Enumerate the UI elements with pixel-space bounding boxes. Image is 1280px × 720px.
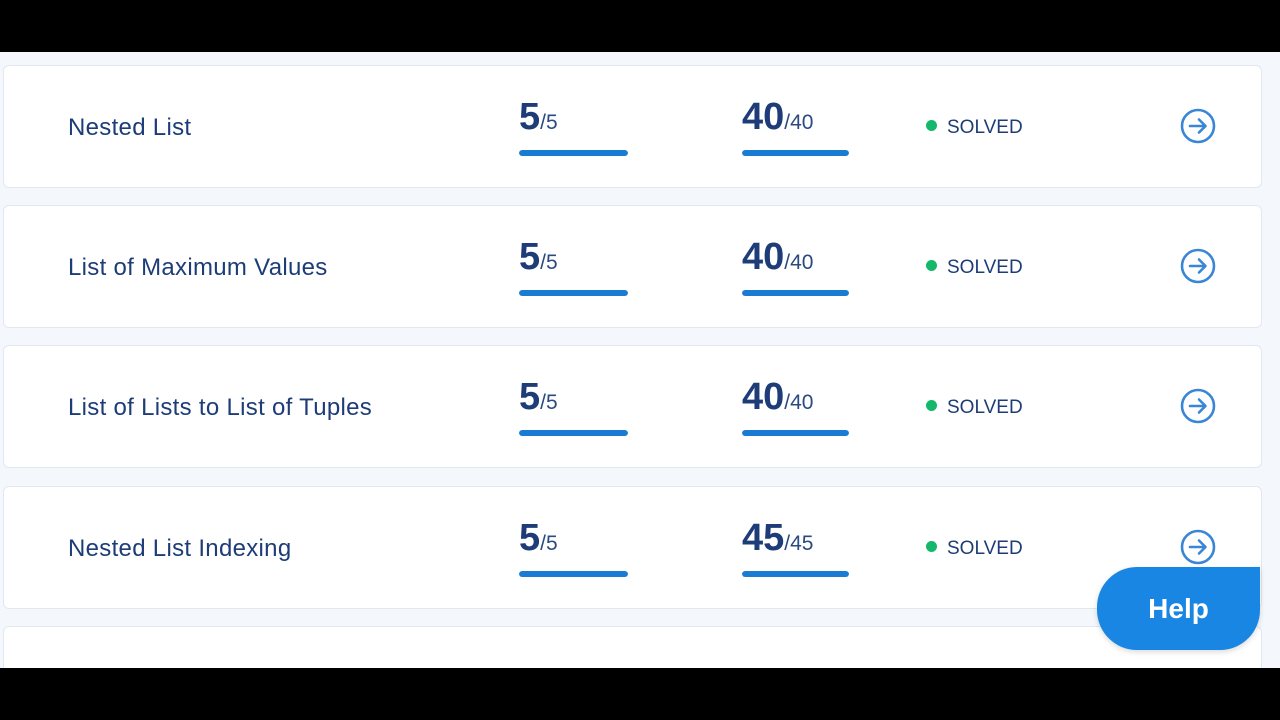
tests-passed: 5/5 bbox=[519, 376, 558, 419]
tests-progress-bar bbox=[519, 150, 628, 156]
problem-row-partial[interactable] bbox=[3, 626, 1262, 668]
progress-fill bbox=[742, 571, 849, 577]
score: 40/40 bbox=[742, 236, 813, 279]
score-progress-bar bbox=[742, 571, 849, 577]
status-label: SOLVED bbox=[947, 257, 1023, 278]
tests-progress-bar bbox=[519, 571, 628, 577]
status-dot-icon bbox=[926, 260, 937, 272]
score-total-value: /40 bbox=[784, 111, 814, 134]
tests-passed-value: 5 bbox=[519, 376, 541, 418]
problem-title: Nested List Indexing bbox=[68, 535, 292, 562]
tests-passed-value: 5 bbox=[519, 236, 541, 278]
progress-fill bbox=[742, 150, 849, 156]
status-dot-icon bbox=[926, 120, 937, 132]
arrow-right-circle-icon[interactable] bbox=[1180, 248, 1216, 284]
progress-fill bbox=[742, 290, 849, 296]
score-value: 40 bbox=[742, 376, 785, 418]
status-badge: SOLVED bbox=[926, 346, 1023, 469]
status-badge: SOLVED bbox=[926, 206, 1023, 329]
tests-passed-value: 5 bbox=[519, 96, 541, 138]
problem-row[interactable]: Nested List Indexing 5/5 45/45 SOLVED bbox=[3, 486, 1262, 609]
score-total-value: /40 bbox=[784, 391, 814, 414]
score-value: 40 bbox=[742, 96, 785, 138]
help-button[interactable]: Help bbox=[1097, 567, 1260, 650]
problem-title: List of Maximum Values bbox=[68, 254, 328, 281]
tests-progress-bar bbox=[519, 430, 628, 436]
progress-fill bbox=[519, 290, 628, 296]
score-total-value: /45 bbox=[784, 532, 814, 555]
tests-progress-bar bbox=[519, 290, 628, 296]
arrow-right-circle-icon[interactable] bbox=[1180, 529, 1216, 565]
status-label: SOLVED bbox=[947, 538, 1023, 559]
score-value: 40 bbox=[742, 236, 785, 278]
status-label: SOLVED bbox=[947, 397, 1023, 418]
problem-title: List of Lists to List of Tuples bbox=[68, 394, 373, 421]
progress-fill bbox=[519, 150, 628, 156]
score: 45/45 bbox=[742, 517, 813, 560]
score-total-value: /40 bbox=[784, 251, 814, 274]
problem-row[interactable]: List of Maximum Values 5/5 40/40 SOLVED bbox=[3, 205, 1262, 328]
score-progress-bar bbox=[742, 430, 849, 436]
tests-total-value: /5 bbox=[540, 391, 558, 414]
tests-passed: 5/5 bbox=[519, 517, 558, 560]
progress-fill bbox=[519, 430, 628, 436]
status-label: SOLVED bbox=[947, 117, 1023, 138]
tests-total-value: /5 bbox=[540, 251, 558, 274]
arrow-right-circle-icon[interactable] bbox=[1180, 108, 1216, 144]
problem-row[interactable]: Nested List 5/5 40/40 SOLVED bbox=[3, 65, 1262, 188]
problem-row[interactable]: List of Lists to List of Tuples 5/5 40/4… bbox=[3, 345, 1262, 468]
progress-fill bbox=[519, 571, 628, 577]
score-progress-bar bbox=[742, 150, 849, 156]
status-badge: SOLVED bbox=[926, 66, 1023, 189]
score: 40/40 bbox=[742, 96, 813, 139]
problem-title: Nested List bbox=[68, 114, 192, 141]
score-progress-bar bbox=[742, 290, 849, 296]
tests-total-value: /5 bbox=[540, 111, 558, 134]
tests-total-value: /5 bbox=[540, 532, 558, 555]
score: 40/40 bbox=[742, 376, 813, 419]
status-badge: SOLVED bbox=[926, 487, 1023, 610]
problem-list-viewport: Nested List 5/5 40/40 SOLVED List of Max… bbox=[0, 52, 1280, 668]
tests-passed: 5/5 bbox=[519, 96, 558, 139]
score-value: 45 bbox=[742, 517, 785, 559]
tests-passed-value: 5 bbox=[519, 517, 541, 559]
tests-passed: 5/5 bbox=[519, 236, 558, 279]
progress-fill bbox=[742, 430, 849, 436]
status-dot-icon bbox=[926, 541, 937, 553]
status-dot-icon bbox=[926, 400, 937, 412]
arrow-right-circle-icon[interactable] bbox=[1180, 388, 1216, 424]
